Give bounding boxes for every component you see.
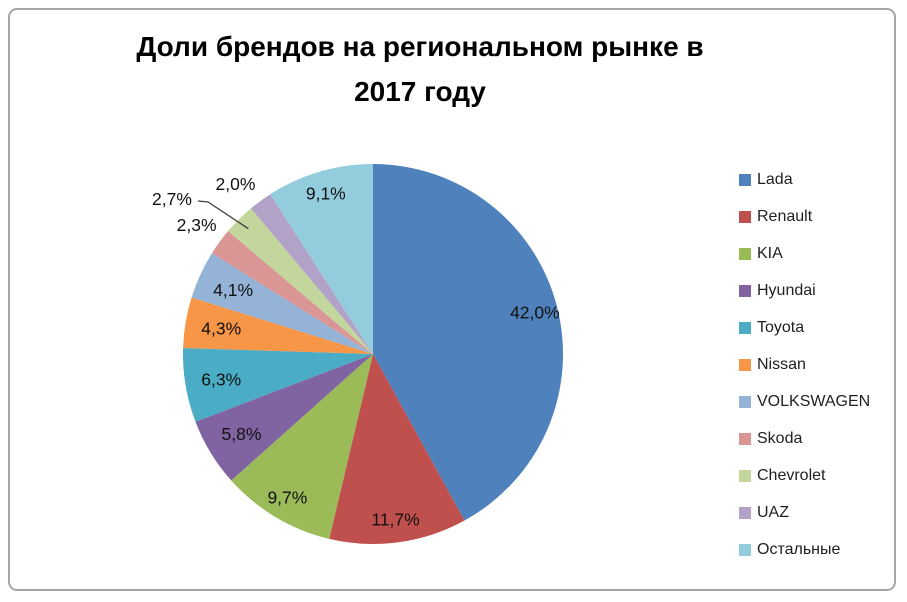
pie-slice-hyundai (195, 354, 373, 481)
legend-swatch-icon (739, 321, 751, 334)
legend-item-chevrolet: Chevrolet (739, 457, 897, 494)
pie-slice-toyota (182, 348, 373, 422)
legend-label: Lada (757, 170, 793, 188)
legend-label: UAZ (757, 503, 789, 521)
legend-swatch-icon (739, 432, 751, 445)
pie-data-label-toyota: 6,3% (201, 370, 241, 390)
legend-label: Skoda (757, 429, 803, 447)
legend-item-kia: KIA (739, 235, 897, 272)
pie-slice-skoda (211, 231, 373, 354)
legend-label: Остальные (757, 540, 841, 558)
legend-label: Toyota (757, 318, 805, 336)
legend-item-volkswagen: VOLKSWAGEN (739, 383, 897, 420)
pie-data-label-lada: 42,0% (510, 302, 560, 322)
pie-slice-kia (231, 354, 373, 539)
chart-title-line-1: Доли брендов на региональном рынке в (136, 31, 704, 62)
legend-item-uaz: UAZ (739, 494, 897, 531)
pie-slice-volkswagen (191, 253, 373, 354)
pie-slice-nissan (183, 297, 373, 354)
pie-data-label-nissan: 4,3% (201, 319, 241, 339)
pie-data-label-volkswagen: 4,1% (213, 280, 253, 300)
legend-label: VOLKSWAGEN (757, 392, 871, 410)
chart-title-line-2: 2017 году (354, 76, 486, 107)
legend-item-hyundai: Hyundai (739, 272, 897, 309)
legend-label: Hyundai (757, 281, 816, 299)
pie-slice-uaz (250, 194, 373, 354)
legend-label: Chevrolet (757, 466, 826, 484)
legend-item-lada: Lada (739, 161, 897, 198)
legend-label: Renault (757, 207, 813, 225)
legend-label: Nissan (757, 355, 806, 373)
legend-swatch-icon (739, 395, 751, 408)
legend-swatch-icon (739, 173, 751, 186)
pie-data-label-остальные: 9,1% (306, 184, 346, 204)
pie-data-label-uaz: 2,0% (216, 174, 256, 194)
legend-swatch-icon (739, 506, 751, 519)
legend-swatch-icon (739, 284, 751, 297)
pie-data-label-skoda: 2,3% (177, 215, 217, 235)
pie-slice-остальные (270, 164, 373, 354)
legend-item-renault: Renault (739, 198, 897, 235)
legend-swatch-icon (739, 543, 751, 556)
legend-swatch-icon (739, 247, 751, 260)
legend-swatch-icon (739, 469, 751, 482)
legend-item-nissan: Nissan (739, 346, 897, 383)
pie-slice-chevrolet (228, 208, 373, 354)
chart-title: Доли брендов на региональном рынке в 201… (70, 24, 770, 114)
pie-slice-lada (373, 164, 563, 521)
legend-label: KIA (757, 244, 783, 262)
legend-swatch-icon (739, 358, 751, 371)
label-leader-line-chevrolet (197, 200, 249, 230)
legend-swatch-icon (739, 210, 751, 223)
pie-data-label-kia: 9,7% (267, 488, 307, 508)
legend-item-skoda: Skoda (739, 420, 897, 457)
legend: Lada Renault KIA Hyundai Toyota Nissan VOLKSWA… (739, 161, 897, 568)
pie-data-label-hyundai: 5,8% (222, 424, 262, 444)
legend-item-toyota: Toyota (739, 309, 897, 346)
legend-item-остальные: Остальные (739, 531, 897, 568)
pie-data-label-chevrolet: 2,7% (152, 189, 192, 209)
pie-data-label-renault: 11,7% (371, 510, 419, 530)
pie-slice-renault (329, 354, 465, 545)
